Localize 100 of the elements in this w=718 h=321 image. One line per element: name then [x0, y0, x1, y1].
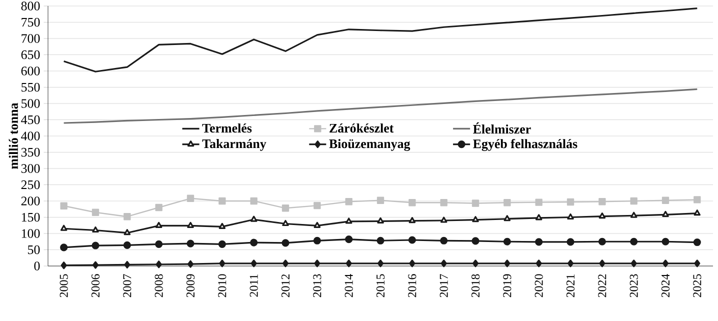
- y-tick-label: 350: [21, 148, 40, 157]
- point: [472, 237, 480, 245]
- point: [314, 202, 321, 210]
- point: [60, 244, 68, 252]
- point: [504, 215, 511, 222]
- point: [186, 240, 194, 248]
- point: [630, 260, 637, 268]
- y-tick-label: 800: [21, 2, 40, 10]
- x-tick-label: 2025: [693, 274, 702, 298]
- point: [630, 212, 638, 218]
- x-tick-label: 2023: [630, 274, 638, 298]
- point: [60, 224, 68, 231]
- point: [345, 198, 352, 206]
- point: [598, 238, 606, 246]
- point: [282, 204, 290, 212]
- x-tick-label: 2019: [503, 274, 512, 298]
- x-tick-label: 2011: [250, 274, 258, 297]
- point: [186, 194, 194, 202]
- point: [377, 260, 384, 268]
- point: [60, 202, 68, 210]
- y-tick-label: 450: [21, 115, 40, 124]
- y-axis-title: millió tonna: [8, 102, 18, 169]
- point: [250, 216, 258, 222]
- legend-label: Élelmiszer: [473, 122, 531, 134]
- point: [440, 199, 448, 206]
- point: [314, 222, 321, 228]
- x-tick-label: 2006: [91, 274, 100, 298]
- x-tick-label: 2009: [186, 274, 195, 298]
- point: [694, 260, 700, 268]
- point: [250, 260, 257, 268]
- point: [218, 197, 226, 205]
- y-tick-label: 550: [22, 82, 40, 92]
- x-tick-label: 2022: [598, 274, 606, 298]
- point: [313, 236, 321, 244]
- y-tick-label: 0: [34, 262, 40, 270]
- y-tick-label: 250: [21, 180, 40, 190]
- point: [598, 198, 606, 206]
- point: [155, 240, 163, 248]
- point: [567, 213, 574, 220]
- point: [662, 210, 669, 217]
- legend-label: Bioüzemanyag: [329, 139, 410, 151]
- y-tick-label: 700: [22, 34, 40, 43]
- x-tick-label: 2017: [440, 274, 448, 298]
- point: [662, 196, 670, 204]
- x-tick-label: 2007: [123, 274, 132, 298]
- point: [124, 213, 131, 220]
- point: [567, 260, 574, 268]
- point: [440, 216, 448, 223]
- point: [694, 210, 701, 216]
- point: [694, 196, 701, 204]
- x-tick-label: 2018: [471, 274, 480, 298]
- point: [155, 204, 162, 212]
- point: [662, 238, 670, 246]
- point: [282, 220, 289, 226]
- point: [282, 260, 289, 268]
- point: [92, 226, 99, 233]
- point: [440, 236, 448, 244]
- point: [346, 260, 352, 268]
- point: [218, 240, 226, 248]
- point: [472, 216, 479, 222]
- point: [440, 260, 447, 268]
- point: [124, 260, 130, 268]
- point: [345, 218, 352, 224]
- point: [376, 236, 384, 244]
- y-tick-label: 200: [21, 196, 40, 206]
- point: [536, 260, 542, 268]
- point: [156, 260, 162, 268]
- y-tick-label: 150: [22, 212, 40, 222]
- point: [693, 238, 701, 246]
- point: [598, 212, 606, 219]
- point: [123, 241, 131, 249]
- point: [408, 217, 416, 224]
- point: [408, 199, 416, 206]
- point: [376, 196, 384, 204]
- y-tick-label: 400: [21, 132, 40, 140]
- point: [187, 260, 194, 268]
- point: [504, 199, 511, 206]
- y-tick-label: 50: [28, 245, 40, 254]
- x-tick-label: 2016: [408, 274, 416, 298]
- point: [472, 200, 480, 207]
- point: [503, 238, 511, 246]
- x-tick-label: 2010: [218, 274, 226, 298]
- point: [60, 262, 67, 270]
- y-tick-label: 750: [22, 18, 40, 27]
- point: [662, 260, 669, 268]
- point: [218, 222, 226, 229]
- point: [219, 260, 226, 268]
- point: [282, 239, 290, 247]
- point: [599, 260, 606, 268]
- point: [124, 229, 131, 236]
- point: [535, 214, 542, 220]
- y-tick-label: 600: [21, 66, 40, 76]
- y-tick-label: 300: [21, 164, 40, 173]
- point: [155, 222, 162, 228]
- point: [408, 236, 416, 244]
- x-tick-label: 2008: [154, 274, 163, 298]
- point: [630, 197, 638, 205]
- x-tick-label: 2013: [313, 274, 322, 298]
- x-tick-label: 2020: [534, 274, 543, 298]
- point: [566, 198, 574, 206]
